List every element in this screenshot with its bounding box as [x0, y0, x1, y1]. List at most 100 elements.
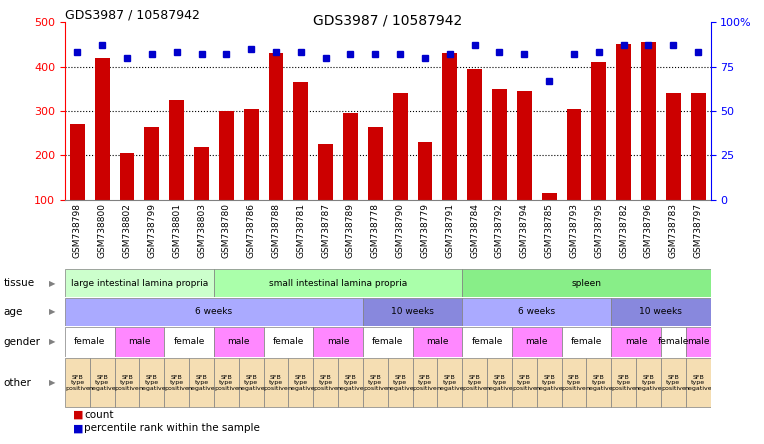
Text: GSM738799: GSM738799: [147, 203, 157, 258]
Text: ■: ■: [73, 424, 83, 433]
Bar: [691, 93, 706, 200]
Text: ▶: ▶: [48, 337, 55, 346]
FancyBboxPatch shape: [214, 358, 238, 408]
Text: SFB
type
negative: SFB type negative: [536, 375, 563, 391]
Text: male: male: [625, 337, 647, 346]
Text: GDS3987 / 10587942: GDS3987 / 10587942: [313, 13, 462, 28]
Text: GSM738795: GSM738795: [594, 203, 604, 258]
FancyBboxPatch shape: [512, 358, 536, 408]
Text: GSM738796: GSM738796: [644, 203, 653, 258]
FancyBboxPatch shape: [89, 358, 115, 408]
Text: SFB
type
positive: SFB type positive: [512, 375, 536, 391]
FancyBboxPatch shape: [363, 298, 462, 326]
Text: GSM738780: GSM738780: [222, 203, 231, 258]
FancyBboxPatch shape: [462, 298, 611, 326]
Bar: [343, 113, 358, 200]
FancyBboxPatch shape: [413, 358, 437, 408]
Text: GSM738803: GSM738803: [197, 203, 206, 258]
Bar: [591, 62, 607, 200]
Text: GSM738784: GSM738784: [470, 203, 479, 258]
Text: SFB
type
negative: SFB type negative: [138, 375, 166, 391]
Text: SFB
type
positive: SFB type positive: [462, 375, 487, 391]
Text: GSM738779: GSM738779: [420, 203, 429, 258]
FancyBboxPatch shape: [65, 269, 214, 297]
Text: ▶: ▶: [48, 378, 55, 388]
Text: male: male: [526, 337, 548, 346]
FancyBboxPatch shape: [313, 327, 363, 357]
Bar: [244, 109, 258, 200]
Text: SFB
type
positive: SFB type positive: [363, 375, 387, 391]
FancyBboxPatch shape: [214, 327, 264, 357]
Text: female: female: [471, 337, 503, 346]
Text: SFB
type
negative: SFB type negative: [635, 375, 662, 391]
Text: spleen: spleen: [571, 278, 601, 288]
FancyBboxPatch shape: [661, 327, 686, 357]
Text: percentile rank within the sample: percentile rank within the sample: [84, 424, 260, 433]
FancyBboxPatch shape: [462, 327, 512, 357]
Bar: [170, 100, 184, 200]
Text: male: male: [128, 337, 151, 346]
FancyBboxPatch shape: [661, 358, 686, 408]
Text: GSM738786: GSM738786: [247, 203, 256, 258]
Text: small intestinal lamina propria: small intestinal lamina propria: [269, 278, 407, 288]
FancyBboxPatch shape: [164, 358, 189, 408]
FancyBboxPatch shape: [313, 358, 338, 408]
Text: GSM738793: GSM738793: [569, 203, 578, 258]
FancyBboxPatch shape: [611, 327, 661, 357]
FancyBboxPatch shape: [289, 358, 313, 408]
FancyBboxPatch shape: [487, 358, 512, 408]
FancyBboxPatch shape: [264, 327, 313, 357]
Bar: [70, 124, 85, 200]
Bar: [567, 109, 581, 200]
Text: female: female: [273, 337, 304, 346]
FancyBboxPatch shape: [139, 358, 164, 408]
Bar: [318, 144, 333, 200]
Bar: [269, 53, 283, 200]
FancyBboxPatch shape: [363, 327, 413, 357]
FancyBboxPatch shape: [611, 298, 711, 326]
Text: tissue: tissue: [4, 278, 35, 288]
Bar: [119, 153, 134, 200]
Text: 10 weeks: 10 weeks: [391, 307, 434, 317]
Text: GSM738798: GSM738798: [73, 203, 82, 258]
FancyBboxPatch shape: [462, 358, 487, 408]
Text: 6 weeks: 6 weeks: [518, 307, 555, 317]
Text: ▶: ▶: [48, 278, 55, 288]
FancyBboxPatch shape: [462, 269, 711, 297]
Bar: [542, 193, 556, 200]
Text: SFB
type
negative: SFB type negative: [685, 375, 712, 391]
Text: GSM738801: GSM738801: [172, 203, 181, 258]
FancyBboxPatch shape: [65, 358, 89, 408]
Text: SFB
type
positive: SFB type positive: [214, 375, 238, 391]
Bar: [641, 42, 656, 200]
Text: female: female: [372, 337, 403, 346]
FancyBboxPatch shape: [164, 327, 214, 357]
Text: GDS3987 / 10587942: GDS3987 / 10587942: [65, 8, 200, 21]
Text: gender: gender: [4, 337, 40, 347]
Text: female: female: [571, 337, 602, 346]
Bar: [219, 111, 234, 200]
FancyBboxPatch shape: [115, 358, 139, 408]
Text: GSM738797: GSM738797: [694, 203, 703, 258]
Text: GSM738794: GSM738794: [520, 203, 529, 258]
FancyBboxPatch shape: [587, 358, 611, 408]
Text: male: male: [687, 337, 709, 346]
Text: GSM738790: GSM738790: [396, 203, 405, 258]
FancyBboxPatch shape: [536, 358, 562, 408]
Text: GSM738791: GSM738791: [445, 203, 455, 258]
Text: SFB
type
positive: SFB type positive: [65, 375, 89, 391]
Text: ■: ■: [73, 410, 83, 420]
Bar: [95, 58, 110, 200]
Text: GSM738783: GSM738783: [668, 203, 678, 258]
Bar: [144, 127, 159, 200]
Text: GSM738787: GSM738787: [321, 203, 330, 258]
Bar: [467, 69, 482, 200]
FancyBboxPatch shape: [363, 358, 388, 408]
Text: SFB
type
negative: SFB type negative: [585, 375, 613, 391]
Bar: [393, 93, 407, 200]
Text: male: male: [228, 337, 250, 346]
Bar: [665, 93, 681, 200]
Text: 10 weeks: 10 weeks: [639, 307, 682, 317]
FancyBboxPatch shape: [413, 327, 462, 357]
Text: SFB
type
positive: SFB type positive: [661, 375, 685, 391]
